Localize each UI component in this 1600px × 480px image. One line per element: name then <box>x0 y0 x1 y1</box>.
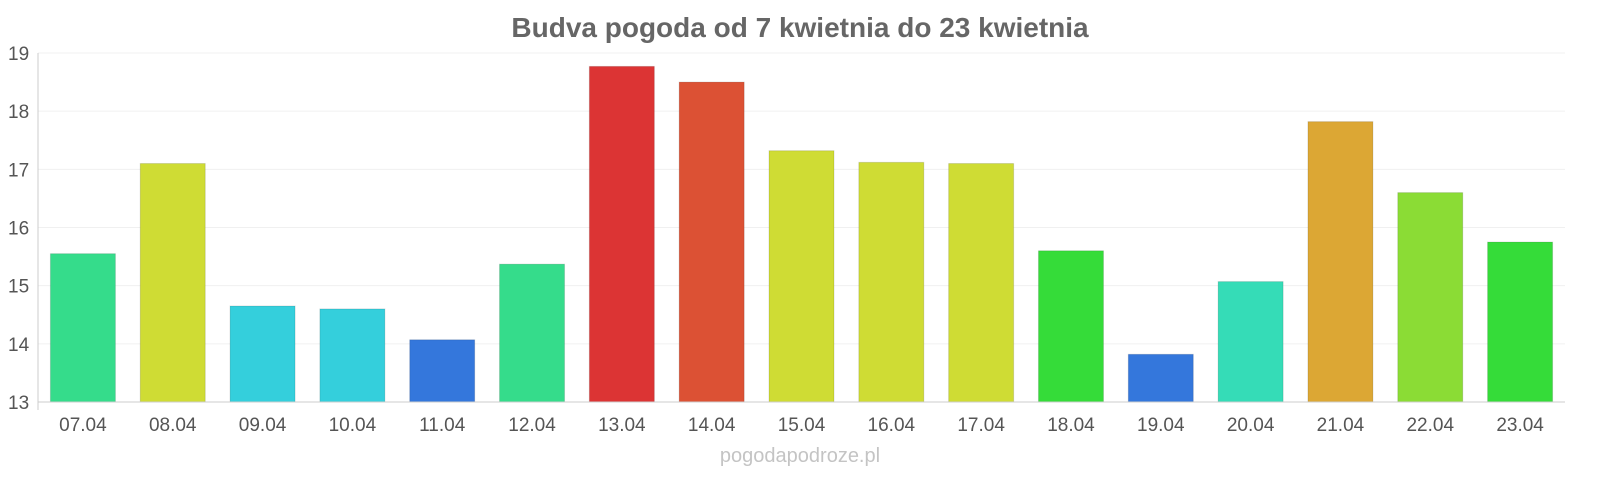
y-tick-label: 14 <box>8 335 30 356</box>
bar <box>1307 121 1374 403</box>
x-tick-label: 11.04 <box>419 415 466 436</box>
x-axis-ticks: 07.04 08.04 09.04 10.04 11.04 12.04 13.04 14.04… <box>59 415 1544 436</box>
bar <box>768 150 835 403</box>
bar <box>1217 281 1284 403</box>
x-tick-label: 15.04 <box>778 415 826 436</box>
y-axis-ticks: 13 14 15 16 17 18 19 <box>8 44 30 414</box>
bar <box>858 161 925 403</box>
watermark: pogodapodroze.pl <box>720 445 880 467</box>
x-tick-label: 21.04 <box>1317 415 1365 436</box>
x-tick-label: 17.04 <box>957 415 1005 436</box>
bar <box>319 308 386 403</box>
bar <box>409 339 476 403</box>
x-tick-label: 07.04 <box>59 415 107 436</box>
x-tick-label: 18.04 <box>1047 415 1095 436</box>
bar <box>499 263 566 403</box>
bar <box>678 81 745 403</box>
y-tick-label: 16 <box>8 219 29 240</box>
bar <box>229 305 296 403</box>
bar <box>49 253 116 403</box>
bar <box>139 163 206 403</box>
x-tick-label: 09.04 <box>239 415 287 436</box>
y-tick-label: 17 <box>8 160 29 181</box>
x-tick-label: 23.04 <box>1496 415 1544 436</box>
x-tick-label: 08.04 <box>149 415 197 436</box>
bar <box>948 163 1015 403</box>
y-tick-label: 18 <box>8 102 29 123</box>
y-tick-label: 15 <box>8 277 29 298</box>
chart-title: Budva pogoda od 7 kwietnia do 23 kwietni… <box>511 12 1089 43</box>
x-tick-label: 14.04 <box>688 415 736 436</box>
bar <box>1487 241 1554 403</box>
x-tick-label: 22.04 <box>1406 415 1454 436</box>
bars <box>49 65 1554 403</box>
bar <box>588 65 655 403</box>
x-tick-label: 10.04 <box>329 415 377 436</box>
x-tick-label: 16.04 <box>868 415 916 436</box>
bar <box>1127 353 1194 403</box>
bar <box>1037 250 1104 403</box>
bar <box>1397 192 1464 403</box>
y-tick-label: 19 <box>8 44 29 65</box>
x-tick-label: 12.04 <box>508 415 556 436</box>
y-tick-label: 13 <box>8 393 29 414</box>
x-tick-label: 13.04 <box>598 415 646 436</box>
x-tick-label: 19.04 <box>1137 415 1185 436</box>
x-tick-label: 20.04 <box>1227 415 1275 436</box>
axes <box>37 53 1565 410</box>
